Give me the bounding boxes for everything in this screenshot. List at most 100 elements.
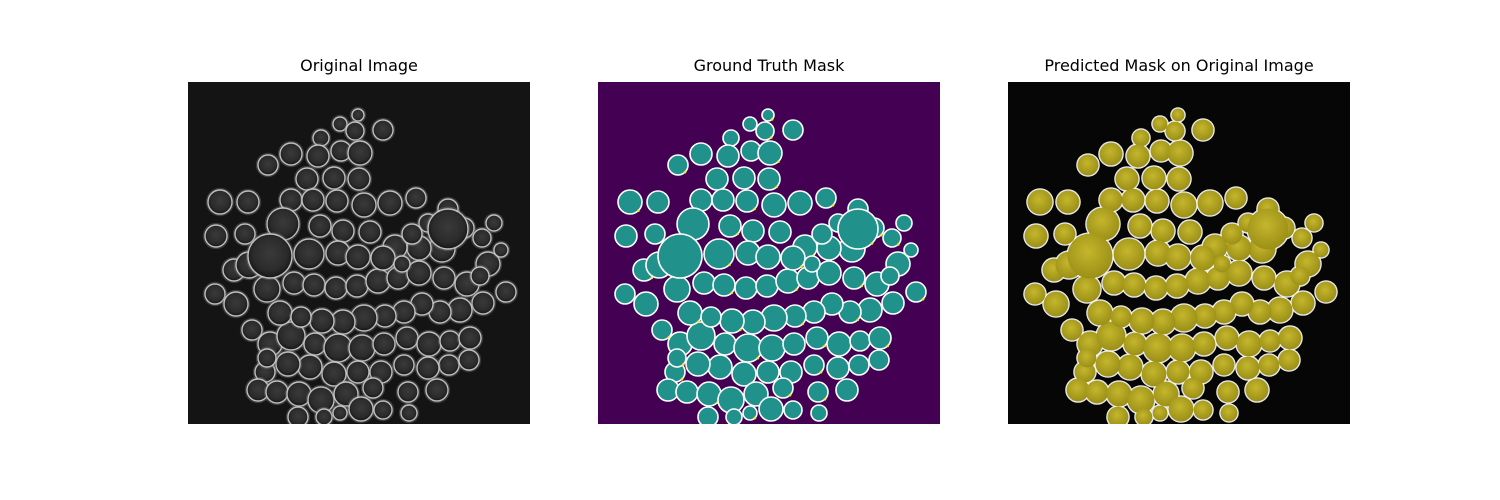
mask-cell xyxy=(780,245,806,271)
mask-cell xyxy=(802,300,826,324)
boundary-accent xyxy=(739,328,742,331)
boundary-accent xyxy=(775,185,778,189)
pred-cell xyxy=(1221,223,1243,245)
mask-cell xyxy=(657,233,703,279)
mask-cell xyxy=(663,275,691,303)
cell xyxy=(425,378,449,402)
cell xyxy=(406,260,432,286)
cell xyxy=(401,223,423,245)
cell xyxy=(405,187,427,209)
pred-cell xyxy=(1024,283,1046,305)
pred-cell xyxy=(1135,408,1153,424)
pred-cell xyxy=(1245,378,1269,402)
cell xyxy=(276,321,306,351)
cell xyxy=(301,188,325,212)
pred-cell xyxy=(1122,273,1146,297)
cell xyxy=(373,400,393,420)
cell xyxy=(377,190,403,216)
cell xyxy=(315,408,333,424)
mask-cell xyxy=(837,208,879,250)
mask-cell xyxy=(667,348,687,368)
cell xyxy=(458,326,482,350)
cell xyxy=(470,266,490,286)
boundary-accent xyxy=(795,288,798,291)
mask-cell xyxy=(782,119,804,141)
pred-cell xyxy=(1278,326,1302,350)
mask-cell xyxy=(903,242,919,258)
pred-cell xyxy=(1106,381,1132,407)
pred-cell xyxy=(1099,142,1123,166)
mask-cell xyxy=(742,405,758,421)
pred-cell xyxy=(1085,380,1109,404)
pred-cell xyxy=(1145,189,1169,213)
cell xyxy=(395,326,419,350)
cell xyxy=(265,380,289,404)
cell xyxy=(204,283,226,305)
pred-cell xyxy=(1066,378,1090,402)
mask-cell xyxy=(807,381,829,403)
boundary-accent xyxy=(921,297,925,301)
cell xyxy=(279,142,303,166)
pred-cell xyxy=(1259,330,1281,352)
mask-cell xyxy=(826,331,852,357)
pred-cell xyxy=(1115,167,1139,191)
mask-cell xyxy=(697,406,719,424)
mask-cell xyxy=(772,377,794,399)
mask-cell xyxy=(757,140,783,166)
cell xyxy=(362,377,384,399)
boundary-accent xyxy=(682,363,685,366)
boundary-accent xyxy=(770,136,773,139)
cell xyxy=(358,220,382,244)
boundary-accent xyxy=(860,284,863,288)
pred-cell xyxy=(1193,400,1213,420)
cell xyxy=(346,360,370,384)
pred-cell xyxy=(1193,304,1217,328)
mask-cell xyxy=(755,121,775,141)
cell xyxy=(471,291,495,315)
cell xyxy=(495,281,517,303)
boundary-accent xyxy=(753,207,756,211)
pred-cell xyxy=(1192,119,1214,141)
mask-cell xyxy=(705,167,729,191)
mask-cell xyxy=(716,144,740,168)
boundary-accent xyxy=(756,356,760,360)
cell xyxy=(345,121,365,141)
cell xyxy=(400,404,418,422)
cell xyxy=(458,349,480,371)
pred-cell xyxy=(1027,189,1053,215)
boundary-accent xyxy=(736,232,739,236)
cell xyxy=(308,214,332,238)
mask-cell xyxy=(725,408,743,424)
cell xyxy=(204,224,228,248)
mask-cell xyxy=(868,326,892,350)
mask-cell xyxy=(675,380,699,404)
cell xyxy=(397,381,419,403)
pred-cell xyxy=(1110,306,1132,328)
mask-cell xyxy=(758,334,786,362)
pred-cell xyxy=(1226,260,1252,286)
pred-cell xyxy=(1313,242,1329,258)
mask-cell xyxy=(811,223,833,245)
boundary-accent xyxy=(856,318,859,322)
pred-cell xyxy=(1153,381,1179,407)
pred-cell xyxy=(1192,332,1216,356)
mask-cell xyxy=(868,349,890,371)
pred-cell xyxy=(1197,190,1223,216)
cell xyxy=(370,245,396,271)
panel-title: Predicted Mask on Original Image xyxy=(1044,56,1314,75)
pred-cell xyxy=(1236,331,1262,357)
pred-cell xyxy=(1113,238,1145,270)
pred-cell xyxy=(1127,386,1155,414)
mask-cell xyxy=(703,238,735,270)
pred-cell xyxy=(1290,266,1310,286)
mask-cell xyxy=(734,276,758,300)
pred-cell xyxy=(1165,121,1185,141)
cell xyxy=(345,244,371,270)
mask-cell xyxy=(758,396,784,422)
mask-cell xyxy=(685,351,711,377)
mask-cell xyxy=(826,356,850,380)
cell xyxy=(309,308,335,334)
cell xyxy=(302,273,326,297)
pred-cell xyxy=(1121,188,1145,212)
mask-cell xyxy=(881,291,905,315)
